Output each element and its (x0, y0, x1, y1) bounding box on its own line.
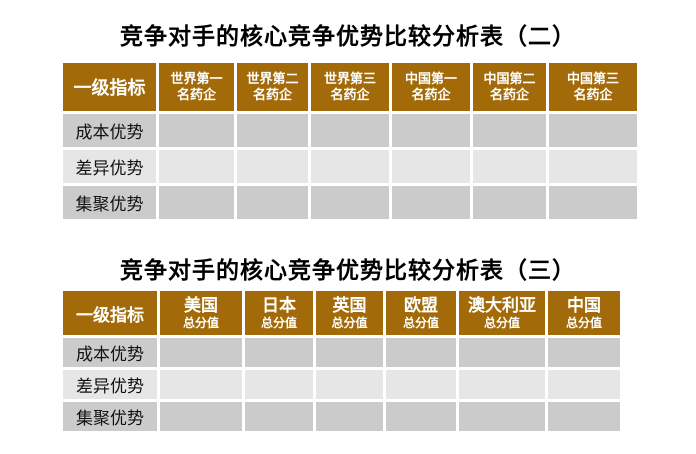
data-cell (473, 186, 546, 219)
data-cell (245, 370, 313, 399)
data-cell (459, 370, 545, 399)
header-line1: 中国 (567, 295, 601, 315)
data-cell (245, 402, 313, 431)
table1-row-cost: 成本优势 (63, 114, 637, 147)
header-line1: 世界第三 (323, 71, 376, 87)
table2-row-cost: 成本优势 (63, 338, 620, 367)
data-cell (311, 186, 389, 219)
table1-column-header-china3: 中国第三 名药企 (549, 63, 637, 111)
header-line2: 名药企 (573, 87, 613, 102)
table2-title: 竞争对手的核心竞争优势比较分析表（三） (120, 258, 576, 283)
data-cell (316, 402, 383, 431)
data-cell (311, 150, 389, 183)
data-cell (316, 338, 383, 367)
header-line2: 名药企 (176, 87, 216, 102)
header-line2: 总分值 (565, 316, 602, 330)
data-cell (237, 186, 308, 219)
row-label: 集聚优势 (63, 186, 156, 219)
data-cell (549, 186, 637, 219)
header-line1: 欧盟 (404, 295, 438, 315)
header-line1: 中国第二 (483, 71, 536, 87)
data-cell (548, 338, 620, 367)
header-line2: 名药企 (252, 87, 292, 102)
header-line2: 总分值 (402, 316, 439, 330)
data-cell (245, 338, 313, 367)
data-cell (159, 150, 234, 183)
header-line2: 总分值 (483, 316, 520, 330)
header-line1: 中国第三 (566, 71, 619, 87)
table1-header-row: 一级指标 世界第一 名药企 世界第二 名药企 世界第三 名药企 中国第一 名药企 (63, 63, 637, 111)
header-line2: 总分值 (260, 316, 297, 330)
data-cell (548, 402, 620, 431)
table-competitors-analysis-2: 一级指标 世界第一 名药企 世界第二 名药企 世界第三 名药企 中国第一 名药企 (60, 60, 640, 222)
row-label: 差异优势 (63, 370, 157, 399)
table2-column-header-eu: 欧盟 总分值 (386, 291, 456, 335)
data-cell (473, 150, 546, 183)
data-cell (392, 186, 470, 219)
table1-column-header-world3: 世界第三 名药企 (311, 63, 389, 111)
table2-column-header-japan: 日本 总分值 (245, 291, 313, 335)
table2-row-cluster: 集聚优势 (63, 402, 620, 431)
data-cell (159, 186, 234, 219)
data-cell (473, 114, 546, 147)
header-line1: 世界第二 (246, 71, 299, 87)
header-line1: 中国第一 (404, 71, 457, 87)
table1-row-cluster: 集聚优势 (63, 186, 637, 219)
header-line1: 澳大利亚 (468, 295, 536, 315)
data-cell (237, 150, 308, 183)
data-cell (160, 338, 242, 367)
data-cell (386, 338, 456, 367)
header-line2: 名药企 (330, 87, 370, 102)
table2-header-row: 一级指标 美国 总分值 日本 总分值 英国 总分值 欧盟 总分值 (63, 291, 620, 335)
row-label: 集聚优势 (63, 402, 157, 431)
table-competitors-analysis-3: 一级指标 美国 总分值 日本 总分值 英国 总分值 欧盟 总分值 (60, 288, 623, 434)
data-cell (459, 338, 545, 367)
table1-column-header-world2: 世界第二 名药企 (237, 63, 308, 111)
table2-column-header-china: 中国 总分值 (548, 291, 620, 335)
header-line1: 世界第一 (170, 71, 223, 87)
header-line2: 总分值 (182, 316, 219, 330)
table1-column-header-china1: 中国第一 名药企 (392, 63, 470, 111)
row-label: 差异优势 (63, 150, 156, 183)
data-cell (548, 370, 620, 399)
data-cell (160, 370, 242, 399)
header-line2: 名药企 (411, 87, 451, 102)
row-label: 成本优势 (63, 114, 156, 147)
data-cell (392, 114, 470, 147)
data-cell (237, 114, 308, 147)
header-line1: 日本 (262, 295, 296, 315)
table2-row-difference: 差异优势 (63, 370, 620, 399)
data-cell (549, 150, 637, 183)
data-cell (316, 370, 383, 399)
data-cell (311, 114, 389, 147)
data-cell (159, 114, 234, 147)
data-cell (549, 114, 637, 147)
data-cell (392, 150, 470, 183)
table1-title: 竞争对手的核心竞争优势比较分析表（二） (120, 24, 576, 49)
row-label: 成本优势 (63, 338, 157, 367)
data-cell (386, 370, 456, 399)
table2-column-header-usa: 美国 总分值 (160, 291, 242, 335)
table2-corner-header: 一级指标 (63, 291, 157, 335)
data-cell (160, 402, 242, 431)
header-line1: 美国 (184, 295, 218, 315)
header-line2: 名药企 (489, 87, 529, 102)
data-cell (386, 402, 456, 431)
table1-corner-header: 一级指标 (63, 63, 156, 111)
header-line1: 英国 (332, 295, 367, 315)
table1-row-difference: 差异优势 (63, 150, 637, 183)
table2-column-header-uk: 英国 总分值 (316, 291, 383, 335)
data-cell (459, 402, 545, 431)
header-line2: 总分值 (331, 316, 368, 330)
table1-column-header-world1: 世界第一 名药企 (159, 63, 234, 111)
table2-column-header-australia: 澳大利亚 总分值 (459, 291, 545, 335)
table1-column-header-china2: 中国第二 名药企 (473, 63, 546, 111)
